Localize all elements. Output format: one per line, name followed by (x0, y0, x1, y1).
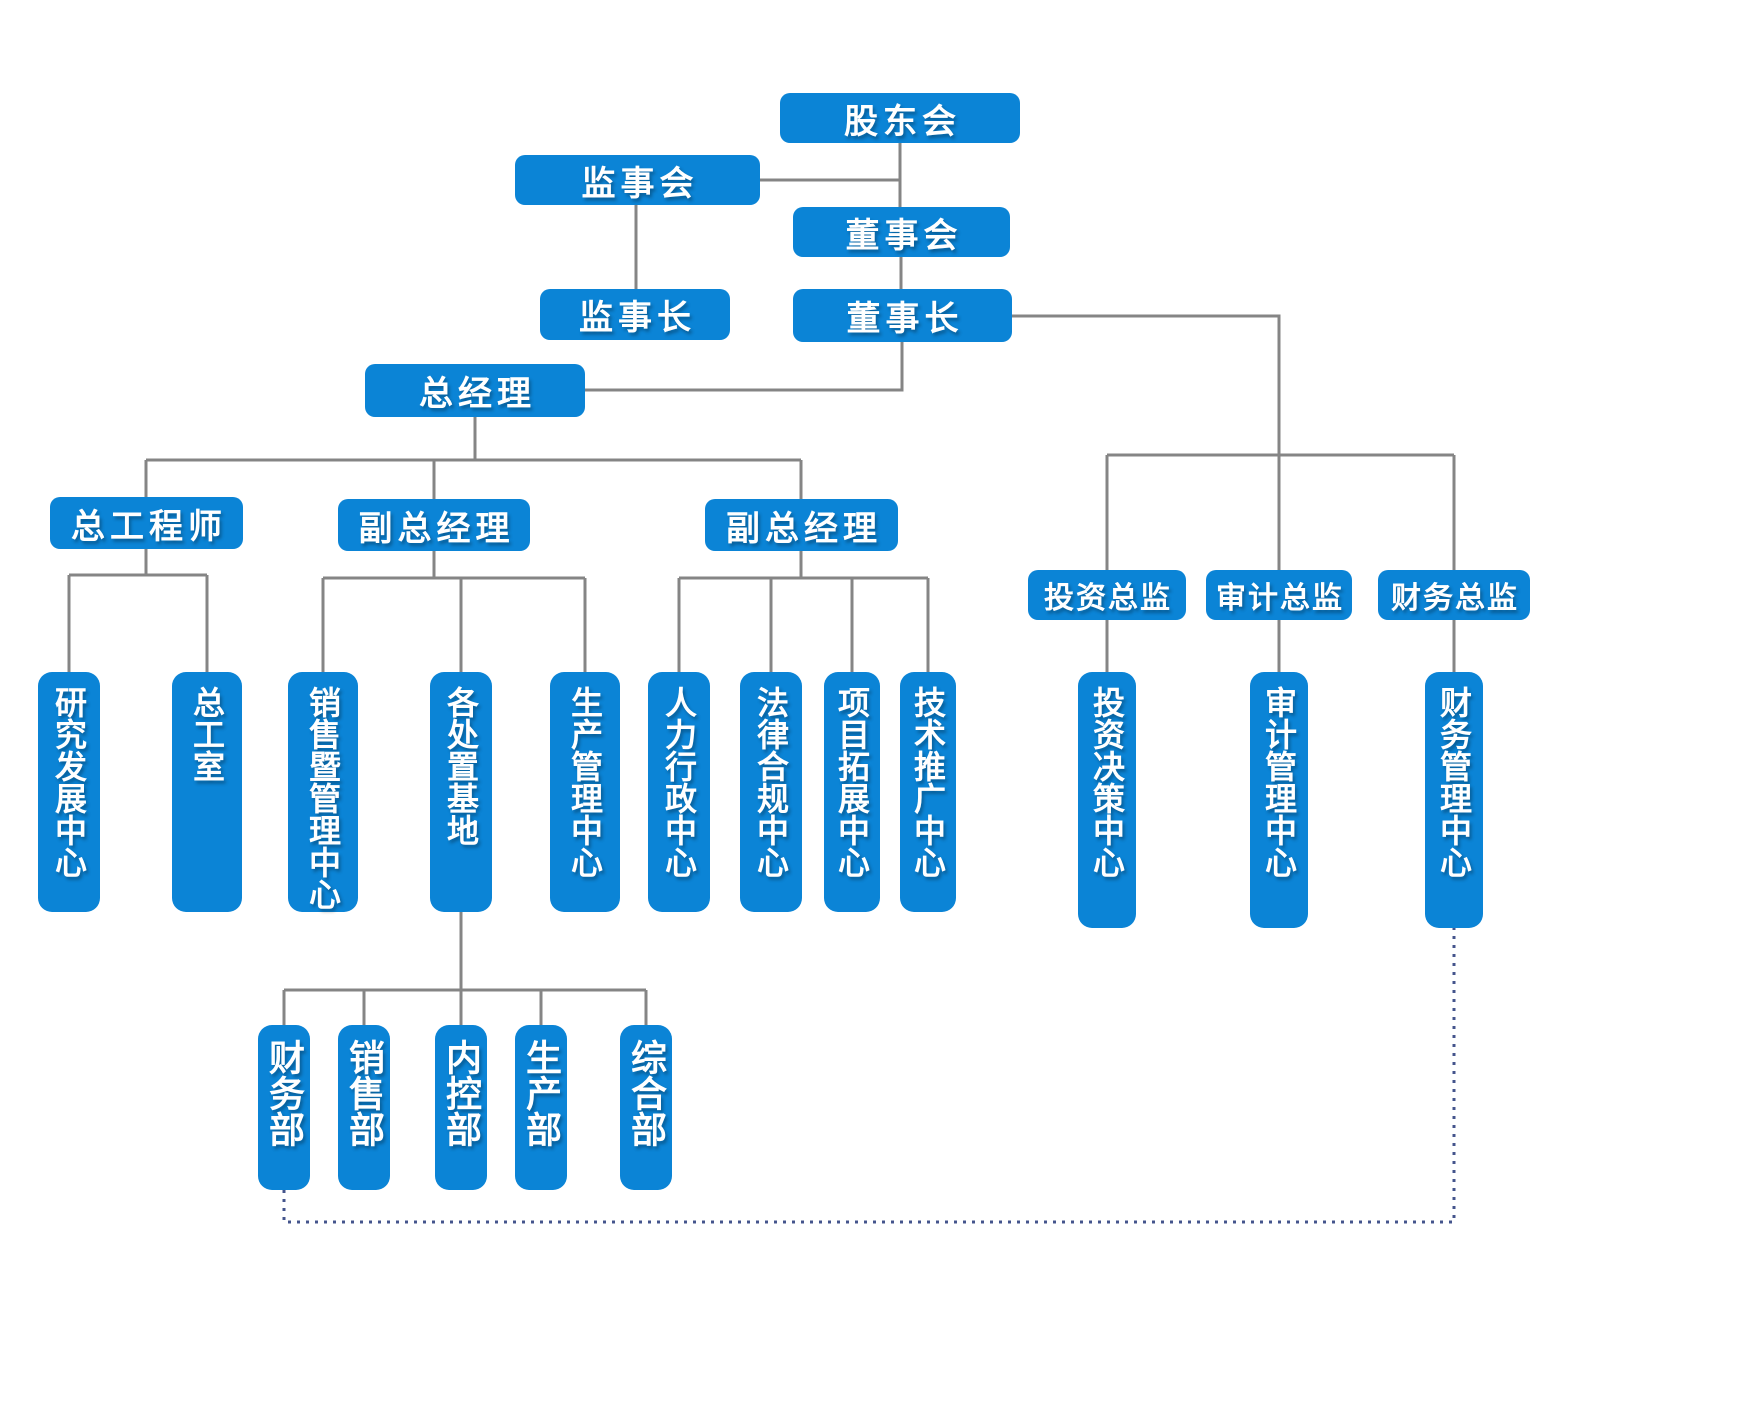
connector-shareholders-board (634, 143, 903, 289)
connector-chairman-directors (1012, 314, 1456, 570)
node-chairman: 董事长 (793, 289, 1012, 342)
node-internal-control-dept: 内控部 (435, 1025, 487, 1190)
node-audit-director: 审计总监 (1206, 570, 1352, 620)
node-chief-supervisor: 监事长 (540, 289, 730, 340)
node-chief-engineer-office: 总工室 (172, 672, 242, 912)
node-deputy-general-manager-1: 副总经理 (338, 499, 530, 551)
connector-chairman-gm (585, 342, 904, 392)
node-shareholders-meeting: 股东会 (780, 93, 1020, 143)
connector-chief-engineer-children (67, 549, 209, 672)
node-deputy-general-manager-2: 副总经理 (705, 499, 898, 551)
connector-deputy-gm-2-children (677, 551, 930, 672)
node-supervisory-board: 监事会 (515, 155, 760, 205)
node-investment-director: 投资总监 (1028, 570, 1186, 620)
node-general-affairs-dept: 综合部 (620, 1025, 672, 1190)
node-finance-dept: 财务部 (258, 1025, 310, 1190)
node-rd-center: 研究发展中心 (38, 672, 100, 912)
node-finance-director: 财务总监 (1378, 570, 1530, 620)
node-finance-mgmt-center: 财务管理中心 (1425, 672, 1483, 928)
connector-bases-departments (282, 912, 648, 1025)
node-disposal-bases: 各处置基地 (430, 672, 492, 912)
node-legal-compliance-center: 法律合规中心 (740, 672, 802, 912)
node-general-manager: 总经理 (365, 364, 585, 417)
connector-deputy-gm-1-children (321, 551, 587, 672)
connector-gm-subtree (144, 417, 803, 499)
node-investment-decision-center: 投资决策中心 (1078, 672, 1136, 928)
node-production-mgmt-center: 生产管理中心 (550, 672, 620, 912)
node-tech-promotion-center: 技术推广中心 (900, 672, 956, 912)
node-sales-dept: 销售部 (338, 1025, 390, 1190)
node-project-dev-center: 项目拓展中心 (824, 672, 880, 912)
node-board-of-directors: 董事会 (793, 207, 1010, 257)
node-sales-mgmt-center: 销售暨管理中心 (288, 672, 358, 912)
node-audit-mgmt-center: 审计管理中心 (1250, 672, 1308, 928)
node-production-dept: 生产部 (515, 1025, 567, 1190)
node-chief-engineer: 总工程师 (50, 497, 243, 549)
connector-directors-centers (1105, 620, 1456, 672)
node-hr-admin-center: 人力行政中心 (648, 672, 710, 912)
